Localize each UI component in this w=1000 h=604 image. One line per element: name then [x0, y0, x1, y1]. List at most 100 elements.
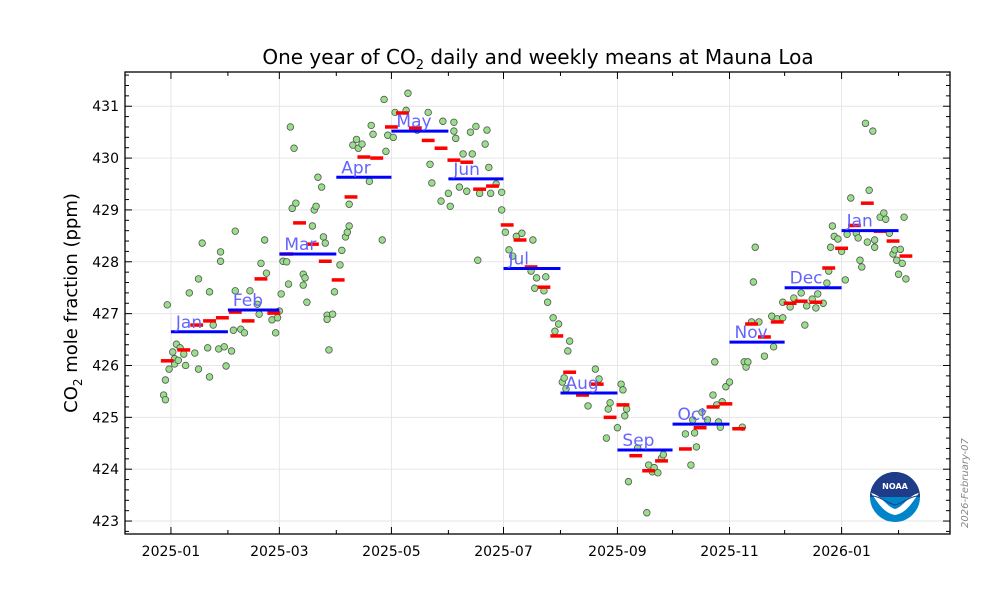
- daily-mean-point: [654, 469, 662, 477]
- daily-mean-point: [380, 95, 388, 104]
- daily-mean-point: [286, 123, 295, 131]
- daily-mean-point: [531, 284, 539, 292]
- daily-mean-point: [643, 509, 651, 517]
- daily-mean-point: [880, 209, 888, 217]
- daily-mean-point: [869, 127, 877, 135]
- daily-mean-point: [271, 329, 280, 337]
- daily-mean-point: [814, 290, 822, 298]
- daily-mean-point: [336, 261, 344, 269]
- daily-mean-point: [690, 429, 699, 437]
- daily-mean-point: [303, 298, 311, 306]
- y-tick-label: 425: [92, 410, 119, 426]
- daily-mean-point: [343, 228, 352, 236]
- daily-mean-point: [584, 402, 592, 410]
- daily-mean-point: [290, 144, 298, 152]
- x-tick-label: 2025-07: [474, 544, 533, 560]
- daily-mean-point: [452, 134, 460, 143]
- plot-frame: [124, 71, 951, 535]
- daily-mean-point: [542, 273, 550, 281]
- daily-mean-point: [323, 315, 331, 324]
- daily-mean-point: [277, 290, 285, 298]
- daily-mean-point: [591, 365, 600, 373]
- daily-mean-point: [595, 375, 603, 383]
- daily-mean-point: [229, 326, 238, 334]
- daily-mean-point: [455, 183, 464, 191]
- daily-mean-point: [253, 300, 261, 308]
- daily-mean-point: [508, 252, 517, 260]
- daily-mean-point: [450, 127, 458, 135]
- daily-mean-point: [161, 396, 170, 404]
- daily-mean-point: [602, 434, 611, 442]
- date-stamp: 2026-February-07: [960, 437, 971, 528]
- daily-mean-point: [621, 412, 629, 420]
- daily-mean-point: [284, 280, 293, 288]
- month-label: Jun: [452, 160, 480, 180]
- y-tick-label: 423: [92, 514, 119, 530]
- x-tick-label: 2025-05: [362, 544, 421, 560]
- daily-mean-point: [797, 289, 805, 297]
- daily-mean-point: [894, 270, 903, 278]
- daily-mean-point: [551, 327, 559, 335]
- daily-mean-point: [475, 189, 484, 198]
- daily-mean-point: [834, 235, 842, 243]
- daily-mean-point: [231, 287, 239, 295]
- y-tick-label: 427: [92, 307, 119, 323]
- daily-mean-point: [692, 443, 701, 451]
- daily-mean-point: [801, 321, 809, 329]
- daily-mean-point: [369, 130, 377, 138]
- daily-mean-point: [165, 365, 173, 373]
- daily-mean-point: [299, 281, 307, 289]
- daily-mean-point: [698, 408, 706, 416]
- daily-mean-point: [260, 236, 269, 244]
- daily-mean-point: [169, 348, 177, 356]
- daily-mean-point: [687, 461, 695, 469]
- daily-mean-point: [554, 320, 563, 328]
- daily-mean-point: [466, 128, 475, 136]
- daily-mean-point: [463, 187, 471, 195]
- daily-mean-point: [321, 239, 329, 247]
- daily-mean-point: [518, 229, 526, 237]
- noaa-logo: NOAA: [870, 472, 920, 522]
- daily-mean-point: [858, 263, 866, 271]
- daily-mean-point: [749, 278, 758, 286]
- daily-mean-point: [378, 236, 386, 244]
- daily-mean-point: [744, 358, 752, 366]
- daily-mean-point: [564, 347, 572, 355]
- month-label: Jul: [508, 250, 530, 270]
- daily-mean-point: [606, 399, 614, 407]
- daily-mean-point: [549, 314, 557, 322]
- x-tick-label: 2025-09: [588, 544, 647, 560]
- axis-ticks: 423 424 425 426 427 428 429 430 431 2025-01 2025-0…: [92, 72, 950, 560]
- daily-mean-point: [802, 302, 811, 310]
- daily-mean-point: [439, 117, 447, 125]
- daily-mean-point: [220, 343, 228, 351]
- daily-mean-point: [312, 202, 320, 210]
- daily-mean-point: [319, 233, 328, 241]
- daily-mean-point: [711, 358, 719, 366]
- daily-mean-point: [902, 275, 910, 283]
- x-tick-label: 2025-11: [700, 544, 759, 560]
- daily-mean-point: [624, 477, 633, 486]
- daily-mean-point: [314, 173, 322, 181]
- daily-mean-point: [325, 346, 333, 354]
- month-label: Nov: [735, 323, 768, 343]
- y-tick-label: 428: [92, 255, 119, 271]
- month-label: Mar: [284, 235, 316, 255]
- daily-mean-point: [345, 222, 353, 230]
- daily-mean-point: [751, 243, 759, 251]
- daily-mean-point: [681, 430, 690, 438]
- daily-mean-point: [779, 314, 787, 322]
- daily-mean-point: [604, 405, 612, 413]
- daily-mean-point: [338, 246, 346, 255]
- daily-mean-point: [450, 118, 458, 126]
- daily-mean-point: [227, 347, 236, 355]
- daily-mean-point: [565, 337, 574, 345]
- daily-mean-point: [240, 329, 249, 337]
- x-tick-label: 2025-01: [142, 544, 201, 560]
- daily-mean-point: [389, 133, 397, 142]
- monthly-means-series: Jan Feb Mar Apr May Jun Jul Aug Sep Oct Nov Dec Jan: [170, 112, 899, 452]
- daily-mean-point: [486, 189, 495, 198]
- daily-mean-point: [194, 365, 203, 373]
- y-tick-label: 430: [92, 151, 119, 167]
